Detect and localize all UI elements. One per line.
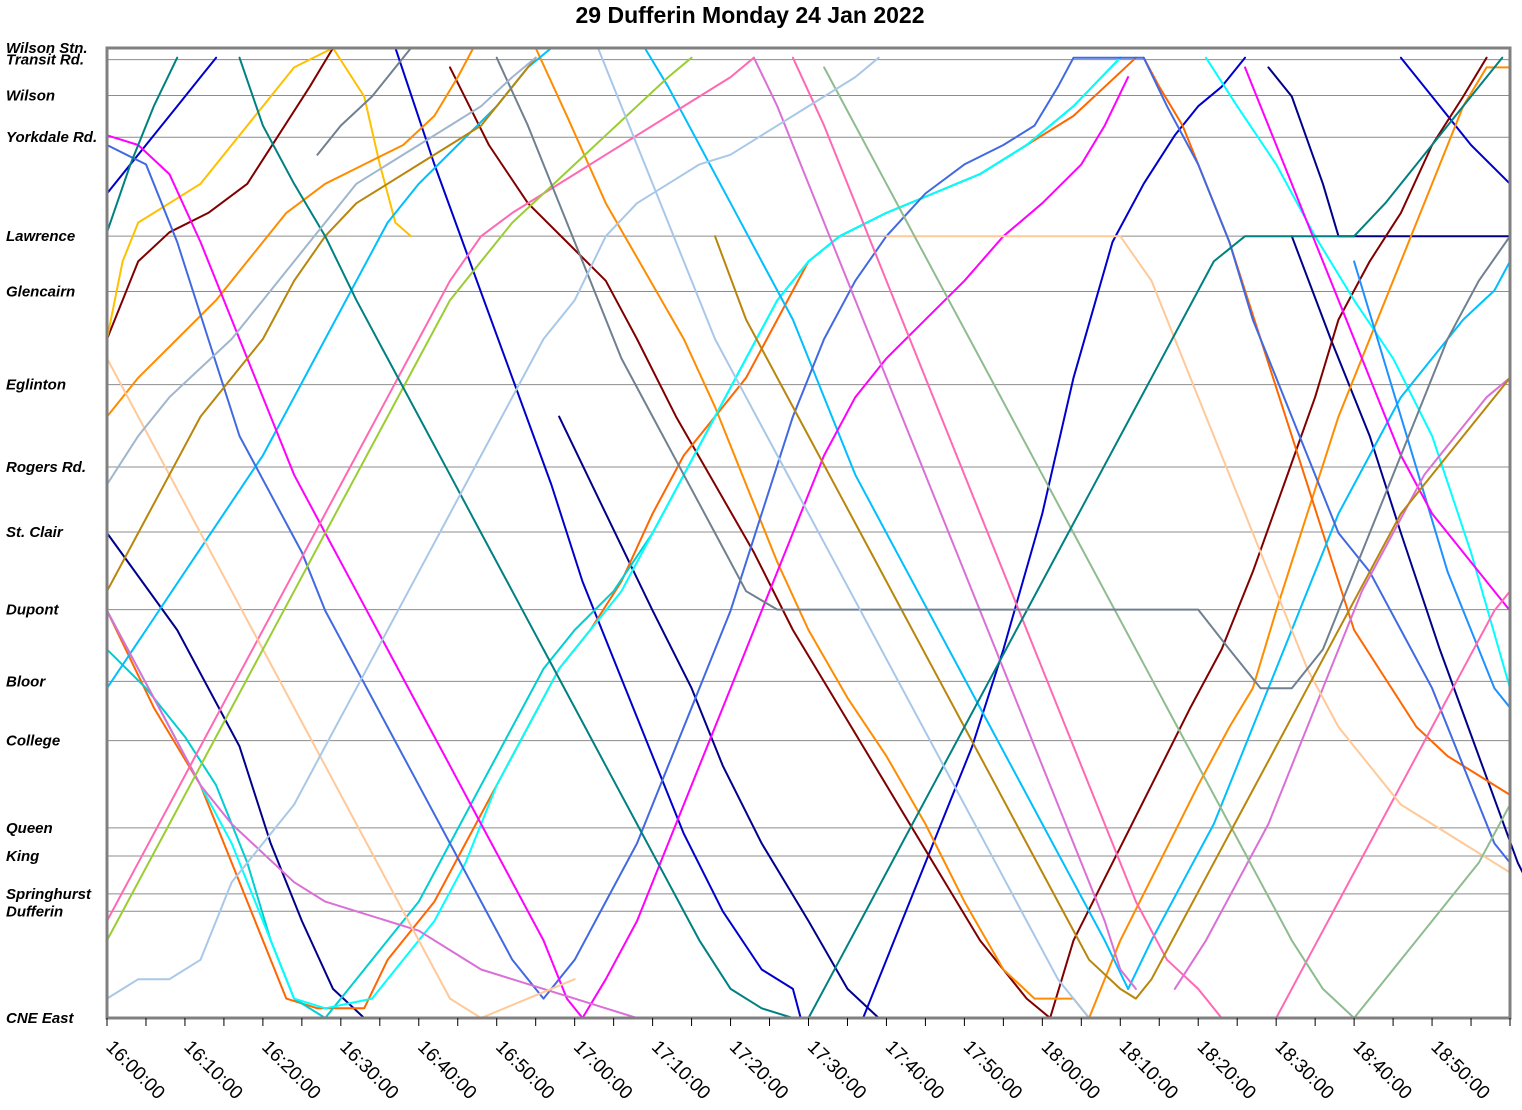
x-tick-label: 16:20:00 (257, 1037, 324, 1104)
stop-label: Wilson Stn. (6, 40, 88, 57)
trip-line-42 (238, 56, 810, 1019)
chart-title: 29 Dufferin Monday 24 Jan 2022 (576, 2, 925, 28)
trip-line-10 (449, 66, 1052, 1019)
x-tick-label: 16:30:00 (335, 1037, 402, 1104)
trip-line-38 (1353, 803, 1511, 1019)
trip-line-22 (643, 47, 1130, 990)
stop-label: Rogers Rd. (6, 459, 86, 476)
x-tick-label: 18:50:00 (1427, 1037, 1494, 1104)
stop-label: Dufferin (6, 903, 63, 920)
trip-line-31 (106, 56, 755, 922)
trip-line-43 (807, 56, 1504, 1019)
x-tick-label: 16:00:00 (101, 1037, 168, 1104)
trip-line-3 (394, 47, 802, 1019)
trip-line-15 (1088, 66, 1511, 1019)
stop-label: St. Clair (6, 524, 64, 541)
trip-line-34 (106, 357, 576, 1019)
trip-line-25 (106, 56, 1511, 1000)
trip-line-4 (862, 56, 1246, 1019)
trip-line-45 (495, 56, 1511, 690)
trip-line-29 (752, 56, 1137, 990)
trip-line-46 (106, 56, 537, 486)
trip-line-9 (106, 47, 334, 340)
stop-label: CNE East (6, 1010, 75, 1027)
trip-line-47 (106, 56, 880, 1000)
trip-line-33 (1275, 590, 1511, 1019)
x-tick-label: 17:30:00 (803, 1037, 870, 1104)
trip-line-16 (106, 56, 1137, 1010)
trip-line-12 (106, 47, 412, 340)
trip-line-20 (1205, 56, 1511, 690)
trip-line-23 (1127, 260, 1511, 990)
stop-label: King (6, 848, 39, 865)
plot-frame (105, 46, 1512, 1020)
trip-line-32 (791, 56, 1223, 1019)
trip-line-44 (316, 47, 412, 156)
trip-line-24 (1353, 260, 1511, 709)
x-tick-label: 17:40:00 (881, 1037, 948, 1104)
x-tick-label: 18:10:00 (1115, 1037, 1182, 1104)
trip-line-17 (1142, 56, 1511, 796)
stop-label: Glencairn (6, 283, 75, 300)
x-tick-label: 16:10:00 (179, 1037, 246, 1104)
stop-label: Dupont (6, 602, 59, 619)
trip-line-35 (885, 235, 1511, 874)
trip-line-36 (106, 56, 693, 942)
trip-line-18 (106, 56, 1122, 1019)
x-tick-label: 17:20:00 (725, 1037, 792, 1104)
x-tick-label: 18:30:00 (1271, 1037, 1338, 1104)
trip-line-37 (823, 66, 1356, 1019)
trip-line-27 (1244, 66, 1511, 612)
trip-line-7 (558, 415, 880, 1019)
stop-label: Yorkdale Rd. (6, 129, 97, 146)
trip-line-6 (1267, 66, 1511, 238)
x-tick-label: 17:50:00 (959, 1037, 1026, 1104)
x-tick-label: 18:00:00 (1037, 1037, 1104, 1104)
x-tick-label: 16:40:00 (413, 1037, 480, 1104)
stop-label: Eglinton (6, 377, 66, 394)
stop-label: Queen (6, 820, 53, 837)
x-tick-label: 16:50:00 (491, 1037, 558, 1104)
x-axis-ticks: 16:00:00 16:10:00 16:20:00 16:30:00 16:40:00… (101, 1018, 1511, 1104)
stop-label: Transit Rd. (6, 52, 84, 69)
trip-line-14 (534, 47, 1091, 1019)
stop-label: Springhurst (6, 886, 92, 903)
x-tick-label: 18:40:00 (1349, 1037, 1416, 1104)
trip-line-19 (106, 56, 1122, 1010)
trip-line-2 (106, 56, 218, 195)
trip-line-30 (1173, 376, 1511, 990)
stop-label: College (6, 733, 60, 750)
stop-gridlines (107, 47, 1510, 1019)
trip-line-1 (106, 532, 366, 1019)
trip-line-26 (106, 76, 1130, 1019)
x-tick-label: 17:10:00 (647, 1037, 714, 1104)
vehicle-trip-lines (106, 47, 1522, 1019)
stop-label: Bloor (6, 673, 46, 690)
trip-line-40 (714, 235, 1511, 1000)
stop-labels: Wilson Stn.Transit Rd. Wilson Yorkdale Rd.… (6, 40, 97, 1027)
trip-line-11 (1049, 56, 1488, 1019)
trip-line-21 (106, 47, 553, 690)
stop-label: Wilson (6, 88, 55, 105)
stop-label: Lawrence (6, 228, 75, 245)
x-tick-label: 17:00:00 (569, 1037, 636, 1104)
trip-line-48 (597, 47, 1091, 1019)
trip-line-41 (106, 56, 179, 234)
trip-line-13 (106, 47, 475, 418)
x-tick-label: 18:20:00 (1193, 1037, 1260, 1104)
